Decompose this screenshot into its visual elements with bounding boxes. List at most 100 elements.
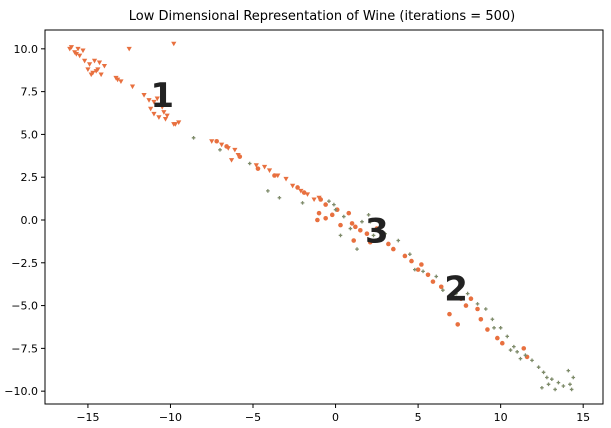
x-tick-label: −5 [245,411,261,424]
data-point-triangle [82,58,88,64]
data-point-plus [371,233,376,238]
data-point-plus [191,136,196,140]
cluster-label: 3 [365,211,389,251]
data-point-triangle [96,60,103,66]
data-point-triangle [283,176,289,182]
data-point-circle [419,262,424,267]
data-point-plus [515,349,519,354]
data-point-circle [323,202,328,207]
data-point-circle [386,241,391,247]
data-point-plus [218,148,222,152]
data-point-triangle [171,41,177,47]
data-point-plus [454,291,458,296]
y-tick-label: −2.5 [11,257,38,270]
data-point-plus [492,326,496,330]
y-tick-label: 5.0 [21,128,39,141]
plot-frame [44,29,604,405]
data-point-plus [434,274,439,279]
x-tick-label: −15 [76,411,99,424]
cluster-label: 2 [444,269,468,309]
data-point-triangle [172,122,179,127]
data-point-triangle [311,197,317,203]
data-point-triangle [290,183,296,189]
data-point-plus [338,233,343,238]
data-point-circle [295,185,300,190]
x-tick-label: 0 [332,411,339,424]
data-point-plus [300,201,305,205]
cluster-labels: 1 3 2 [150,76,468,309]
data-point-triangle [98,72,104,78]
data-point-circle [358,227,363,233]
data-point-triangle [68,45,75,50]
data-point-plus [396,238,401,243]
data-point-circle [353,224,358,230]
data-point-plus [342,214,346,219]
data-point-circle [402,253,408,259]
data-point-triangle [73,51,79,57]
data-point-circle [475,306,480,312]
data-point-plus [332,202,336,207]
data-points [67,41,576,392]
data-point-circle [458,296,464,302]
data-point-circle [346,210,352,216]
y-tick-label: 10.0 [14,43,39,56]
data-point-plus [483,307,488,311]
y-tick-label: −7.5 [11,342,38,355]
data-point-plus [536,365,541,369]
data-point-circle [318,197,323,202]
data-point-plus [545,375,549,380]
data-point-circle [237,154,243,159]
data-point-plus [569,387,574,392]
data-point-circle [455,322,461,327]
data-point-circle [364,231,370,236]
data-point-triangle [176,120,182,126]
data-point-plus [540,385,544,390]
data-point-plus [247,161,252,166]
data-point-circle [478,316,484,322]
data-point-circle [409,258,414,264]
data-point-plus [553,387,557,392]
data-point-triangle [209,139,215,144]
data-point-circle [425,272,431,278]
data-point-triangle [151,99,157,105]
data-point-triangle [228,158,235,163]
data-point-circle [430,279,436,284]
data-point-triangle [154,96,160,102]
data-point-plus [556,380,561,385]
data-point-plus [355,247,359,251]
data-point-plus [465,291,470,296]
data-point-circle [214,138,219,144]
data-point-plus [475,302,480,306]
data-point-plus [561,384,566,388]
data-point-triangle [159,105,165,110]
data-point-circle [438,284,444,290]
data-point-circle [463,303,469,308]
y-axis: 10.0 7.5 5.0 2.5 0.0 −2.5 −5.0 −7.5 −10.0 [4,43,45,398]
data-point-circle [323,215,328,221]
data-point-circle [468,296,474,302]
y-tick-label: 2.5 [21,171,39,184]
data-point-triangle [115,77,121,83]
data-point-plus [368,219,373,224]
data-point-triangle [146,98,152,103]
data-point-plus [530,358,534,363]
data-point-circle [391,246,396,252]
data-point-plus [277,195,282,200]
data-point-plus [360,219,364,224]
data-point-plus [550,377,554,381]
x-tick-label: −10 [159,411,182,424]
data-point-circle [415,267,421,272]
y-tick-label: 0.0 [21,214,39,227]
data-point-circle [351,238,357,243]
data-point-plus [441,288,445,292]
data-point-triangle [80,48,86,54]
data-point-triangle [261,164,268,170]
data-point-plus [546,382,551,387]
data-point-plus [333,207,338,212]
data-point-triangle [101,63,108,69]
data-point-triangle [95,67,101,72]
data-point-plus [508,348,513,352]
data-point-circle [447,311,452,317]
data-point-triangle [75,46,81,52]
